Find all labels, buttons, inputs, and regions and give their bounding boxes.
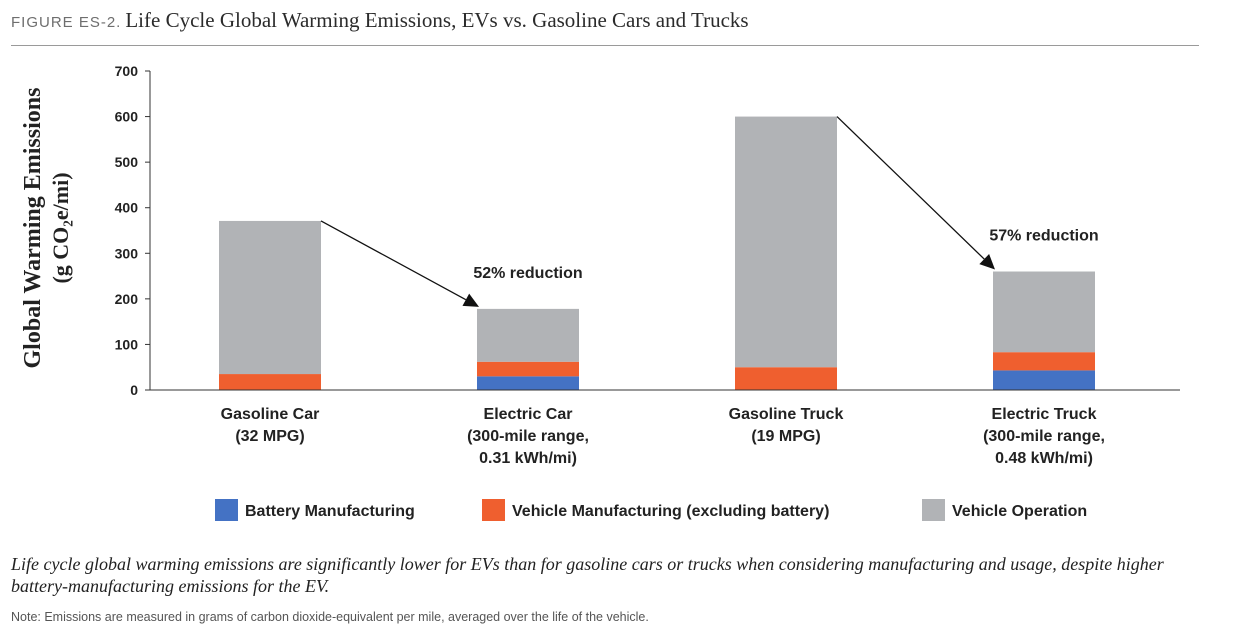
annotations: 52% reduction 57% reduction	[320, 116, 1099, 307]
figure-note: Note: Emissions are measured in grams of…	[11, 610, 649, 624]
y-tick-label: 700	[115, 63, 139, 79]
bar-segment	[477, 376, 579, 390]
y-tick-label: 600	[115, 109, 139, 125]
bars	[150, 116, 1180, 391]
category-label: 0.48 kWh/mi)	[995, 450, 1093, 467]
legend-swatch	[922, 499, 945, 521]
figure-header: FIGURE ES-2. Life Cycle Global Warming E…	[11, 8, 1199, 46]
legend-swatch	[482, 499, 505, 521]
figure-title: Life Cycle Global Warming Emissions, EVs…	[125, 8, 749, 32]
bar-segment	[477, 308, 579, 362]
reduction-label: 52% reduction	[473, 265, 582, 282]
reduction-arrowhead	[979, 254, 995, 270]
bar-segment	[219, 374, 321, 390]
category-label: (32 MPG)	[235, 428, 304, 445]
legend-swatch	[215, 499, 238, 521]
reduction-label: 57% reduction	[989, 228, 1098, 245]
y-axis-unit: (g CO₂e/mi)	[48, 172, 73, 283]
category-label: Gasoline Car	[221, 406, 320, 423]
category-label: (19 MPG)	[751, 428, 820, 445]
legend: Battery Manufacturing Vehicle Manufacturi…	[215, 499, 1087, 521]
figure-label: FIGURE ES-2.	[11, 14, 122, 31]
reduction-arrowhead	[462, 293, 479, 307]
figure-caption: Life cycle global warming emissions are …	[11, 554, 1164, 596]
category-label: (300-mile range,	[983, 428, 1105, 445]
reduction-arrow-line	[320, 220, 467, 301]
bar-segment	[477, 361, 579, 377]
y-tick-label: 100	[115, 336, 139, 352]
category-label: Gasoline Truck	[729, 406, 844, 423]
y-tick-label: 0	[130, 382, 138, 398]
category-label: Electric Car	[484, 406, 573, 423]
y-tick-label: 400	[115, 200, 139, 216]
x-axis-labels: Gasoline Car (32 MPG) Electric Car (300-mil…	[221, 406, 1105, 467]
legend-label: Vehicle Manufacturing (excluding battery…	[512, 503, 829, 520]
category-label: (300-mile range,	[467, 428, 589, 445]
legend-label: Battery Manufacturing	[245, 503, 415, 520]
stacked-bar-chart: Global Warming Emissions (g CO₂e/mi) 0 100…	[20, 63, 1180, 521]
y-tick-label: 300	[115, 245, 139, 261]
y-tick-label: 500	[115, 154, 139, 170]
category-label: 0.31 kWh/mi)	[479, 450, 577, 467]
reduction-arrow-line	[836, 116, 985, 260]
y-axis: 0 100 200 300 400 500 600 700	[115, 63, 151, 398]
y-axis-title: Global Warming Emissions (g CO₂e/mi)	[20, 88, 73, 369]
bar-segment	[993, 352, 1095, 371]
bar-segment	[735, 116, 837, 368]
bar-segment	[219, 220, 321, 375]
bar-segment	[993, 271, 1095, 353]
category-label: Electric Truck	[992, 406, 1097, 423]
y-axis-label: Global Warming Emissions	[20, 88, 46, 369]
bar-segment	[993, 370, 1095, 390]
legend-label: Vehicle Operation	[952, 503, 1087, 520]
bar-segment	[735, 367, 837, 390]
y-tick-label: 200	[115, 291, 139, 307]
